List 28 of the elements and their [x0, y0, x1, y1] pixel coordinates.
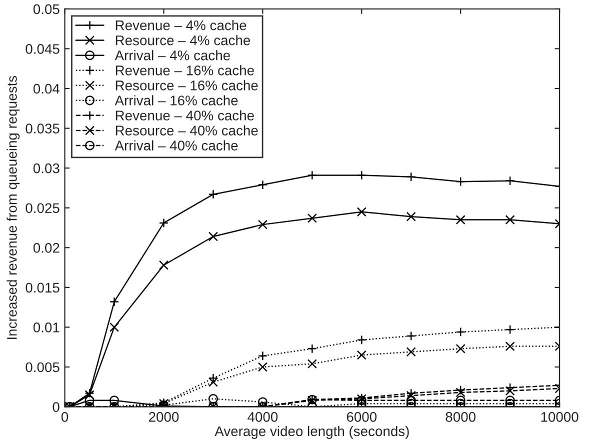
x-axis-title: Average video length (seconds)	[214, 426, 409, 439]
y-axis-title: Increased revenue from queueing requests	[6, 76, 20, 339]
y-tick-label: 0.05	[33, 4, 60, 14]
y-tick-label: 0.04	[33, 84, 60, 94]
y-tick-label: 0	[52, 402, 60, 412]
y-tick-label: 0.035	[26, 124, 60, 134]
legend-label: Arrival – 16% cache	[114, 95, 238, 106]
legend-label: Arrival – 40% cache	[114, 140, 238, 150]
y-tick-label: 0.045	[26, 44, 60, 54]
legend-label: Arrival – 4% cache	[114, 50, 230, 60]
x-tick-label: 10000	[541, 412, 578, 422]
x-tick-label: 4000	[248, 412, 278, 422]
legend-label: Revenue – 40% cache	[116, 110, 254, 120]
legend-label: Resource – 16% cache	[116, 80, 258, 90]
y-tick-label: 0.01	[33, 322, 60, 332]
x-tick-label: 6000	[346, 412, 377, 422]
y-tick-label: 0.015	[26, 282, 60, 293]
y-tick-label: 0.025	[26, 203, 60, 214]
x-tick-label: 2000	[148, 412, 179, 422]
legend-label: Revenue – 4% cache	[116, 20, 246, 30]
legend-label: Resource – 40% cache	[116, 125, 258, 136]
y-tick-label: 0.005	[26, 362, 60, 372]
y-tick-label: 0.03	[33, 163, 60, 174]
x-tick-label: 0	[61, 412, 68, 422]
legend-label: Revenue – 16% cache	[116, 65, 254, 76]
x-tick-label: 8000	[446, 412, 476, 422]
y-tick-label: 0.02	[33, 242, 60, 253]
legend-label: Resource – 4% cache	[116, 35, 250, 46]
